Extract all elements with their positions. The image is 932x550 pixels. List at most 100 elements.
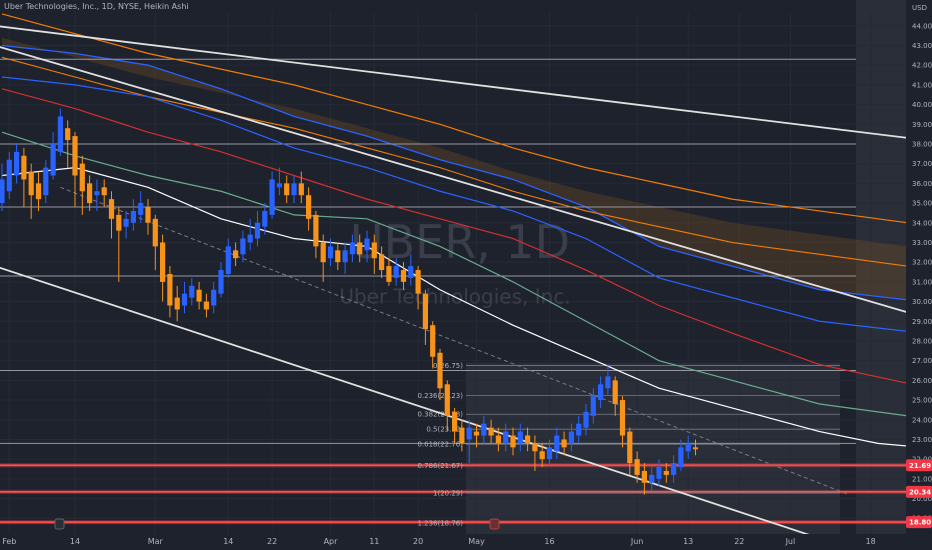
candle — [481, 415, 487, 444]
candle-body — [335, 250, 341, 263]
candle-body — [371, 242, 377, 259]
candle — [130, 199, 136, 231]
candle-body — [532, 443, 538, 452]
candle-body — [21, 155, 27, 180]
candle — [101, 179, 107, 208]
x-tick-label: Jul — [785, 537, 796, 546]
candlesticks — [0, 108, 699, 495]
candle-body — [240, 238, 246, 255]
candle-body — [211, 289, 217, 306]
candle-body — [517, 431, 523, 444]
fib-label: 0.786(21.67) — [417, 462, 463, 470]
candle-body — [65, 128, 71, 141]
candle — [525, 427, 531, 452]
candle — [240, 230, 246, 263]
y-tick-label: 34.00 — [912, 219, 932, 227]
candle-body — [28, 171, 34, 196]
candle — [247, 218, 253, 251]
ma-line — [1, 131, 922, 419]
candle — [459, 419, 465, 452]
x-tick-label: May — [468, 537, 485, 546]
candle — [262, 203, 268, 235]
event-marker-earnings-may[interactable] — [489, 518, 500, 530]
candle-body — [327, 246, 334, 259]
price-tag-label: 21.69 — [909, 462, 931, 470]
candle — [561, 431, 567, 456]
event-marker-earnings[interactable] — [54, 518, 65, 530]
candle-body — [641, 470, 647, 483]
candle — [189, 277, 195, 306]
candle-body — [415, 270, 421, 294]
candle-body — [481, 423, 487, 436]
candle-body — [79, 163, 85, 192]
candle — [495, 427, 501, 452]
candle — [6, 151, 12, 200]
x-axis[interactable]: Feb 14 Mar 14 22 Apr 11 20 May 16 Jun 13 22 Jul 18 — [0, 534, 932, 550]
y-axis[interactable]: 44.00 43.00 42.00 41.00 40.00 39.00 38.00 37.00… — [906, 0, 932, 550]
candle — [598, 376, 604, 408]
price-tag-label: 18.80 — [909, 519, 931, 527]
candle-body — [357, 242, 363, 255]
ma-line — [1, 76, 922, 334]
candle — [138, 191, 144, 223]
candle — [634, 451, 640, 483]
candle-body — [174, 297, 180, 310]
candle — [364, 230, 370, 263]
candle — [218, 262, 224, 298]
candle — [72, 132, 78, 208]
candle — [342, 242, 348, 274]
candle-body — [152, 218, 158, 247]
candle — [313, 210, 319, 259]
candle-body — [576, 423, 582, 436]
candle-body — [218, 270, 224, 294]
channel-dashed-line — [60, 186, 849, 496]
candle — [393, 258, 399, 286]
y-tick-label: 39.00 — [912, 121, 932, 129]
fib-label: 0.382(24.28) — [417, 411, 463, 419]
candle-body — [663, 470, 669, 475]
candle — [627, 427, 633, 475]
x-tick-label: 13 — [683, 537, 693, 546]
candle-body — [145, 207, 151, 223]
candle — [590, 388, 596, 424]
candle — [349, 234, 355, 263]
candle-body — [400, 270, 407, 282]
candle-body — [685, 443, 691, 452]
y-tick-label: 21.00 — [912, 475, 932, 483]
candle — [65, 120, 71, 168]
candle-body — [627, 431, 633, 464]
candle-body — [320, 242, 326, 263]
ma-line — [1, 88, 922, 387]
candle — [612, 376, 618, 416]
candle — [473, 423, 480, 448]
candle-body — [284, 183, 290, 196]
candle — [532, 435, 538, 471]
candle — [225, 238, 231, 278]
candle — [437, 348, 443, 401]
x-tick-label: Mar — [148, 537, 164, 546]
candle — [619, 396, 626, 448]
x-tick-label: 14 — [70, 537, 80, 546]
y-axis-background — [906, 0, 932, 550]
channel-lower-line — [0, 266, 858, 550]
candle — [583, 403, 589, 436]
y-tick-label: 31.00 — [912, 278, 932, 286]
candle-body — [72, 136, 78, 176]
candle — [284, 175, 290, 204]
candle-body — [393, 266, 399, 278]
candle — [503, 423, 509, 452]
candle-body — [422, 293, 428, 330]
candle-body — [247, 234, 253, 243]
candle — [196, 281, 202, 310]
fib-label: 0.5(23.52) — [426, 426, 463, 434]
candle-body — [349, 242, 355, 255]
candle-body — [57, 116, 63, 152]
candle-body — [561, 439, 567, 448]
candle-body — [583, 411, 589, 428]
candle-body — [473, 431, 480, 436]
price-tags: 21.69 20.34 18.80 — [906, 459, 932, 529]
candle — [233, 242, 239, 267]
candle-body — [539, 451, 545, 460]
